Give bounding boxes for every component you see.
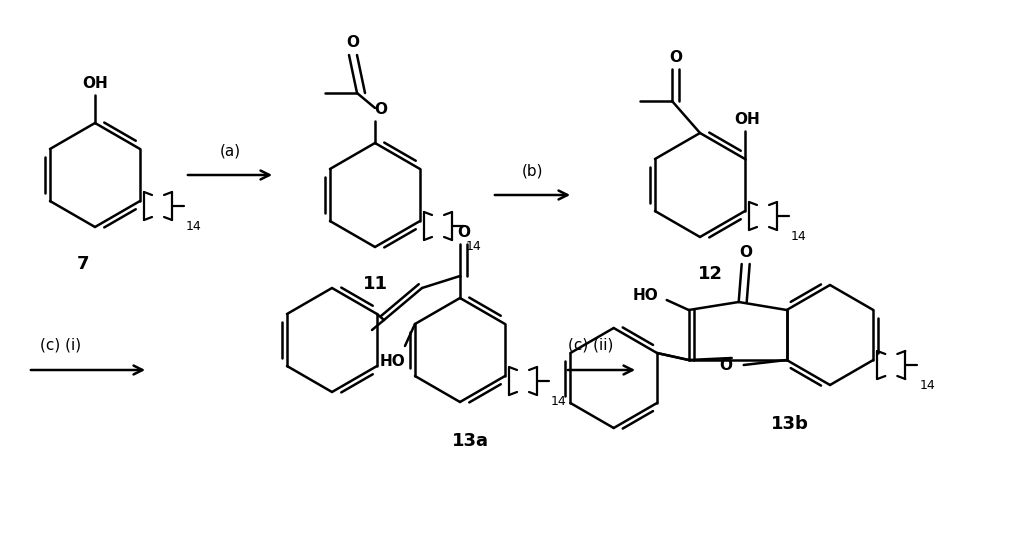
Text: 13a: 13a bbox=[451, 432, 488, 450]
Text: O: O bbox=[738, 245, 751, 260]
Text: 11: 11 bbox=[362, 275, 387, 293]
Text: O: O bbox=[346, 35, 359, 50]
Text: 14: 14 bbox=[186, 220, 201, 233]
Text: O: O bbox=[719, 358, 732, 373]
Text: O: O bbox=[374, 102, 387, 117]
Text: 14: 14 bbox=[918, 379, 934, 392]
Text: 7: 7 bbox=[77, 255, 89, 273]
Text: 13b: 13b bbox=[770, 415, 808, 433]
Text: OH: OH bbox=[82, 76, 108, 91]
Text: (c) (ii): (c) (ii) bbox=[567, 337, 613, 352]
Text: (c) (i): (c) (i) bbox=[40, 337, 81, 352]
Text: O: O bbox=[669, 50, 681, 65]
Text: OH: OH bbox=[733, 112, 759, 127]
Text: 14: 14 bbox=[466, 240, 481, 253]
Text: (b): (b) bbox=[522, 163, 543, 178]
Text: 14: 14 bbox=[550, 395, 566, 408]
Text: HO: HO bbox=[380, 354, 405, 369]
Text: 14: 14 bbox=[791, 230, 806, 243]
Text: O: O bbox=[457, 225, 470, 240]
Text: HO: HO bbox=[632, 288, 658, 303]
Text: 12: 12 bbox=[697, 265, 722, 283]
Text: (a): (a) bbox=[219, 143, 241, 158]
